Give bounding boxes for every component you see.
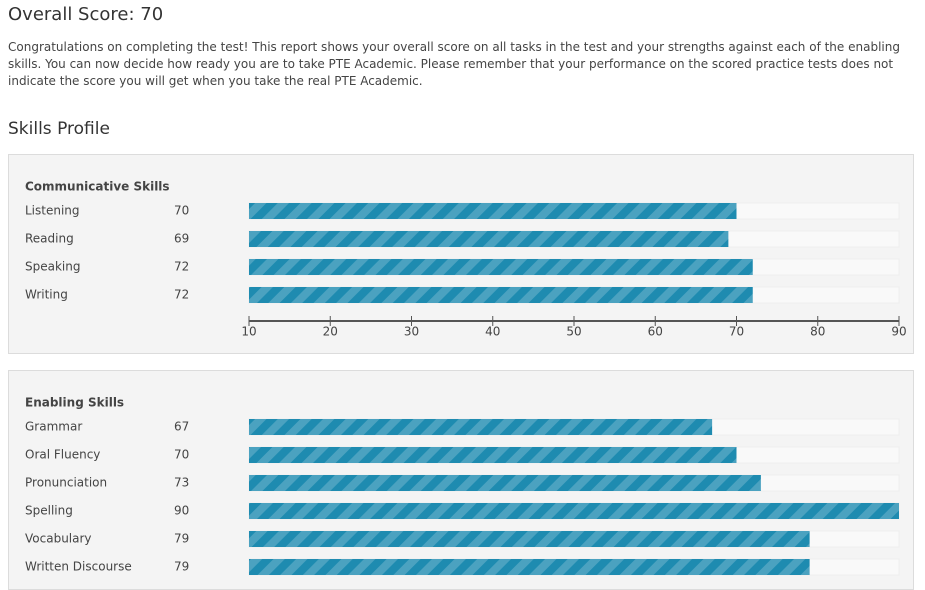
skill-label: Grammar — [25, 420, 82, 434]
bar — [249, 231, 729, 247]
panel-heading: Communicative Skills — [25, 180, 170, 194]
skill-label: Vocabulary — [25, 532, 92, 546]
bar — [249, 531, 810, 547]
bar — [249, 559, 810, 575]
x-tick-label: 20 — [323, 325, 338, 339]
skill-label: Writing — [25, 288, 68, 302]
x-tick-label: 60 — [648, 325, 663, 339]
skill-label: Oral Fluency — [25, 448, 100, 462]
bar — [249, 447, 737, 463]
skills-panel: Communicative Skills Listening 70 Reading 69… — [8, 154, 914, 354]
skill-score: 70 — [174, 448, 189, 462]
section-title: Skills Profile — [8, 119, 110, 139]
panel-heading: Enabling Skills — [25, 396, 124, 410]
skill-score: 69 — [174, 232, 189, 246]
skill-label: Speaking — [25, 260, 80, 274]
x-tick-label: 50 — [566, 325, 581, 339]
bar — [249, 287, 753, 303]
skill-score: 72 — [174, 288, 189, 302]
x-tick-label: 70 — [729, 325, 744, 339]
skill-score: 79 — [174, 560, 189, 574]
skill-label: Written Discourse — [25, 560, 132, 574]
intro-text: Congratulations on completing the test! … — [8, 40, 900, 88]
x-tick-label: 40 — [485, 325, 500, 339]
skill-score: 67 — [174, 420, 189, 434]
skill-score: 73 — [174, 476, 189, 490]
skill-score: 72 — [174, 260, 189, 274]
bar — [249, 259, 753, 275]
skill-label: Spelling — [25, 504, 73, 518]
skill-label: Pronunciation — [25, 476, 107, 490]
x-tick-label: 90 — [891, 325, 906, 339]
skill-score: 70 — [174, 204, 189, 218]
bar — [249, 203, 737, 219]
bar — [249, 419, 713, 435]
skill-label: Reading — [25, 232, 74, 246]
x-tick-label: 80 — [810, 325, 825, 339]
bar — [249, 475, 761, 491]
skill-score: 90 — [174, 504, 189, 518]
skills-panel: Enabling Skills Grammar 67 Oral Fluency 70 Pr… — [8, 370, 914, 590]
page-title: Overall Score: 70 — [8, 4, 164, 25]
skill-label: Listening — [25, 204, 80, 218]
bar — [249, 503, 899, 519]
x-tick-label: 30 — [404, 325, 419, 339]
x-tick-label: 10 — [241, 325, 256, 339]
skill-score: 79 — [174, 532, 189, 546]
